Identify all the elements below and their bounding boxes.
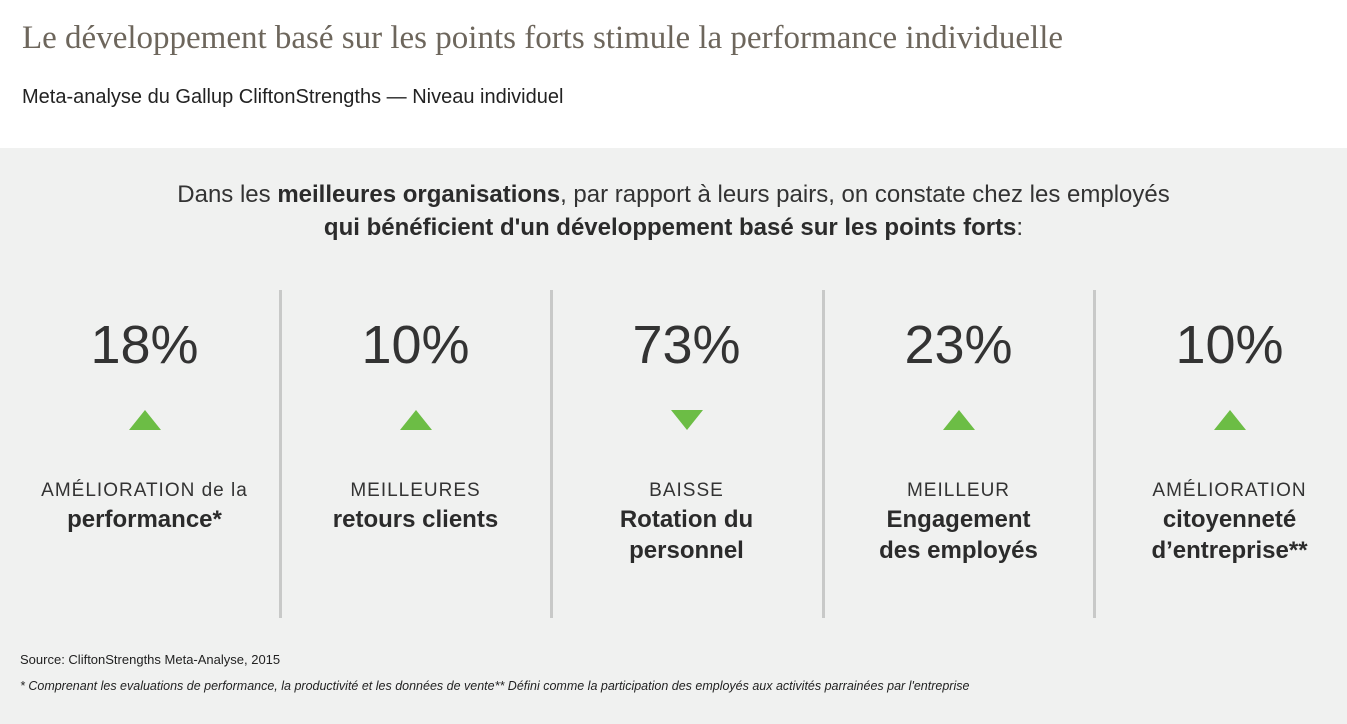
page-title: Le développement basé sur les points for… bbox=[22, 20, 1064, 56]
stat-metric: performance* bbox=[67, 506, 222, 533]
triangle-up-icon bbox=[399, 410, 432, 430]
stat-label: BAISSE Rotation du personnel bbox=[551, 478, 822, 566]
stat-value: 23% bbox=[904, 315, 1013, 375]
source-text: Source: CliftonStrengths Meta-Analyse, 2… bbox=[20, 652, 281, 667]
divider bbox=[822, 290, 825, 618]
stat-value: 18% bbox=[90, 315, 199, 375]
triangle-up-icon bbox=[128, 410, 161, 430]
stat-metric: retours clients bbox=[332, 506, 499, 533]
footnote-text: * Comprenant les evaluations de performa… bbox=[20, 679, 970, 693]
stat-column: 18% AMÉLIORATION de la performance* bbox=[9, 290, 280, 618]
triangle-up-icon bbox=[1213, 410, 1246, 430]
stat-metric: citoyenneté d’entreprise** bbox=[1151, 506, 1308, 564]
stats-panel: Dans les meilleures organisations, par r… bbox=[0, 148, 1347, 724]
intro-bold: meilleures organisations bbox=[277, 181, 561, 208]
divider bbox=[279, 290, 282, 618]
stat-label: MEILLEUR Engagement des employés bbox=[823, 478, 1094, 566]
divider bbox=[550, 290, 553, 618]
stat-value: 10% bbox=[361, 315, 470, 375]
stat-caption: BAISSE bbox=[649, 480, 724, 501]
intro-part: : bbox=[1016, 214, 1024, 241]
intro-bold: qui bénéficient d'un développement basé … bbox=[323, 214, 1017, 241]
page-subtitle: Meta-analyse du Gallup CliftonStrengths … bbox=[22, 86, 564, 108]
stat-caption: AMÉLIORATION de la bbox=[41, 480, 248, 501]
divider bbox=[1093, 290, 1096, 618]
stat-column: 23% MEILLEUR Engagement des employés bbox=[823, 290, 1094, 618]
stat-column: 73% BAISSE Rotation du personnel bbox=[551, 290, 822, 618]
triangle-up-icon bbox=[942, 410, 975, 430]
stat-value: 73% bbox=[632, 315, 741, 375]
stat-label: AMÉLIORATION citoyenneté d’entreprise** bbox=[1094, 478, 1347, 566]
intro-part: , par rapport à leurs pairs, on constate… bbox=[560, 181, 1170, 208]
intro-part: Dans les bbox=[177, 181, 278, 208]
stat-label: MEILLEURES retours clients bbox=[280, 478, 551, 535]
stat-column: 10% AMÉLIORATION citoyenneté d’entreprise… bbox=[1094, 290, 1347, 618]
stat-value: 10% bbox=[1175, 315, 1284, 375]
stat-caption: MEILLEUR bbox=[906, 480, 1011, 501]
stat-caption: AMÉLIORATION bbox=[1152, 480, 1307, 501]
intro-text: Dans les meilleures organisations, par r… bbox=[0, 178, 1347, 244]
triangle-down-icon bbox=[670, 410, 703, 430]
stat-metric: Engagement des employés bbox=[879, 506, 1038, 564]
stat-column: 10% MEILLEURES retours clients bbox=[280, 290, 551, 618]
stat-caption: MEILLEURES bbox=[350, 480, 481, 501]
stat-metric: Rotation du personnel bbox=[619, 506, 754, 564]
stat-label: AMÉLIORATION de la performance* bbox=[9, 478, 280, 535]
